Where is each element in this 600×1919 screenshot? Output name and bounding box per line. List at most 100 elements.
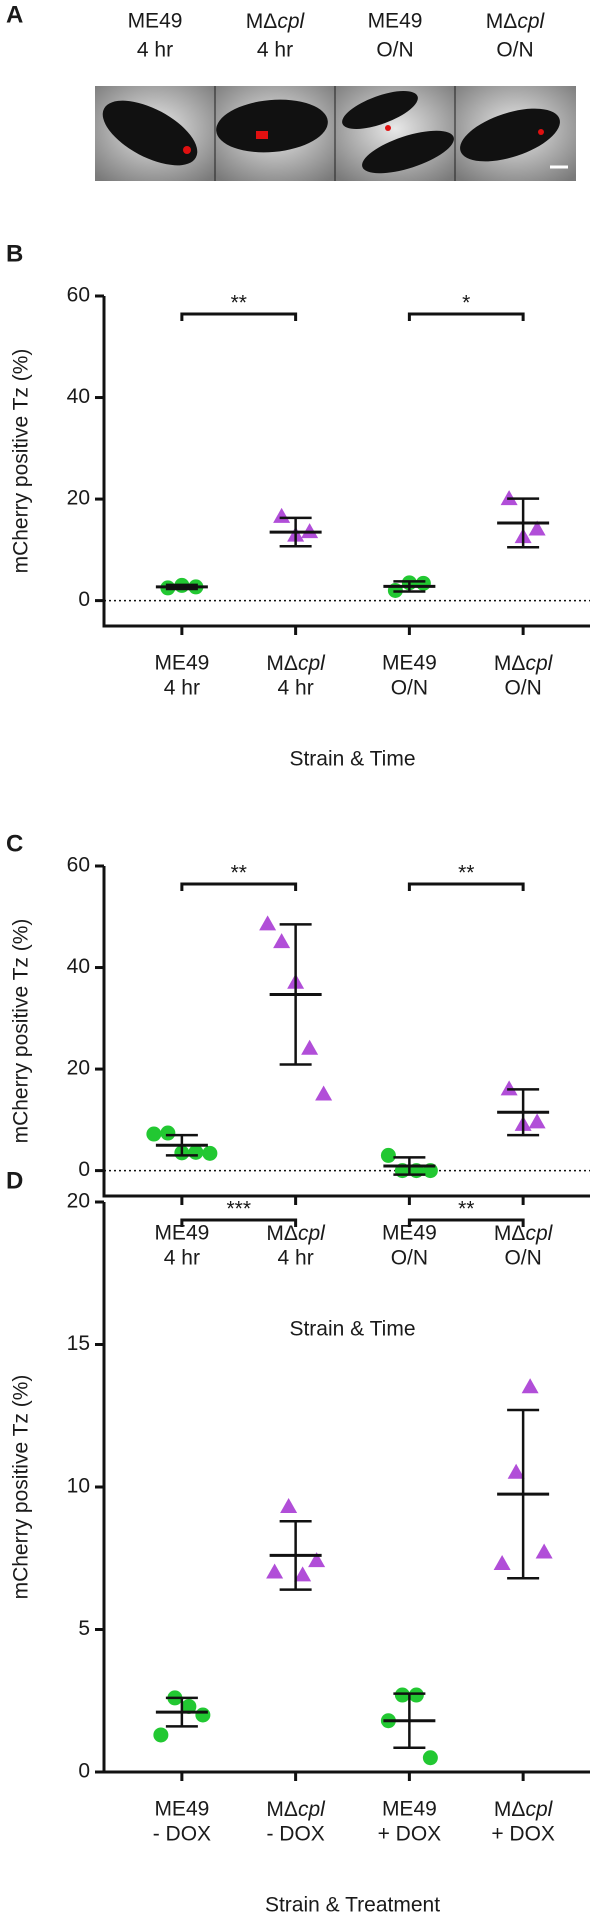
x-tick-label: MΔcpl [266,652,326,675]
significance-bracket [407,312,525,321]
error-bar [393,1156,426,1176]
parasite [362,130,454,174]
caption: MΔcpl [486,10,546,33]
parasite [216,99,328,153]
x-tick-label: 4 hr [278,1247,314,1270]
micrographs [95,86,576,181]
y-tick-label: 5 [78,1617,90,1640]
error-bar [507,497,540,549]
point [507,1463,525,1479]
red-spot [183,146,191,154]
x-tick-label: MΔcpl [494,1798,554,1821]
parasite [342,91,418,129]
x-tick-label: MΔcpl [494,1222,554,1245]
significance-bracket [180,882,298,891]
caption: 4 hr [137,39,173,62]
point [294,1566,312,1582]
x-tick-label: + DOX [378,1823,442,1846]
x-tick-label: - DOX [153,1823,211,1846]
point [415,575,431,591]
caption: ME49 [128,10,183,33]
y-tick-label: 0 [78,1158,90,1181]
x-tick-label: + DOX [491,1823,555,1846]
red-spot [385,125,391,131]
y-tick-label: 20 [67,1057,90,1080]
x-tick-label: 4 hr [278,677,314,700]
red-spot [538,129,544,135]
point [195,1707,211,1723]
error-bar [507,1408,540,1580]
point [146,1126,162,1142]
x-axis-title: Strain & Treatment [265,1894,440,1917]
point [273,933,291,949]
point [266,1563,284,1579]
panel-label: D [6,1167,23,1194]
x-tick-label: MΔcpl [266,1798,326,1821]
y-axis-title: mCherry positive Tz (%) [10,919,33,1144]
y-tick-label: 40 [67,955,90,978]
significance-bracket [180,312,298,321]
y-tick-label: 60 [67,284,90,307]
error-bar [279,1519,312,1591]
x-tick-label: O/N [504,1247,541,1270]
x-tick-label: ME49 [382,1222,437,1245]
point [422,1750,438,1766]
point [181,1698,197,1714]
significance-label: ** [458,862,474,885]
red-spot [256,131,268,139]
point [259,915,277,931]
x-tick-label: ME49 [154,652,209,675]
point [394,1687,410,1703]
error-bar [279,923,312,1066]
error-bar [165,1133,198,1157]
x-axis-title: Strain & Time [289,748,415,771]
x-tick-label: ME49 [154,1798,209,1821]
x-tick-label: O/N [391,677,428,700]
point [308,1552,326,1568]
point [528,1113,546,1129]
y-tick-label: 10 [67,1475,90,1498]
x-tick-label: 4 hr [164,677,200,700]
x-axis-title: Strain & Time [289,1318,415,1341]
x-tick-label: MΔcpl [494,652,554,675]
x-tick-label: O/N [504,677,541,700]
significance-bracket [407,1218,525,1227]
x-tick-label: O/N [391,1247,428,1270]
y-tick-label: 20 [67,1190,90,1213]
y-axis-title: mCherry positive Tz (%) [10,349,33,574]
significance-label: ** [231,862,247,885]
error-bar [507,1088,540,1137]
significance-label: * [462,292,470,315]
point [528,520,546,536]
parasite [102,100,198,166]
point [500,1080,518,1096]
panel-label: C [6,830,23,857]
error-bar [165,583,198,591]
x-tick-label: ME49 [382,1798,437,1821]
y-tick-label: 40 [67,385,90,408]
caption: O/N [496,39,533,62]
point [535,1543,553,1559]
point [160,1125,176,1141]
point [202,1145,218,1161]
parasite [460,108,560,162]
point [315,1085,333,1101]
y-tick-label: 60 [67,854,90,877]
y-tick-label: 0 [78,588,90,611]
point [153,1727,169,1743]
caption: O/N [376,39,413,62]
significance-label: ** [458,1198,474,1221]
x-tick-label: 4 hr [164,1247,200,1270]
significance-bracket [407,882,525,891]
point [380,1147,396,1163]
point [301,1039,319,1055]
significance-label: ** [231,292,247,315]
x-tick-label: ME49 [154,1222,209,1245]
panel-label: A [6,1,23,28]
point [280,1497,298,1513]
y-tick-label: 20 [67,487,90,510]
point [493,1554,511,1570]
significance-label: *** [226,1198,251,1221]
y-tick-label: 0 [78,1760,90,1783]
panel-label: B [6,240,23,267]
